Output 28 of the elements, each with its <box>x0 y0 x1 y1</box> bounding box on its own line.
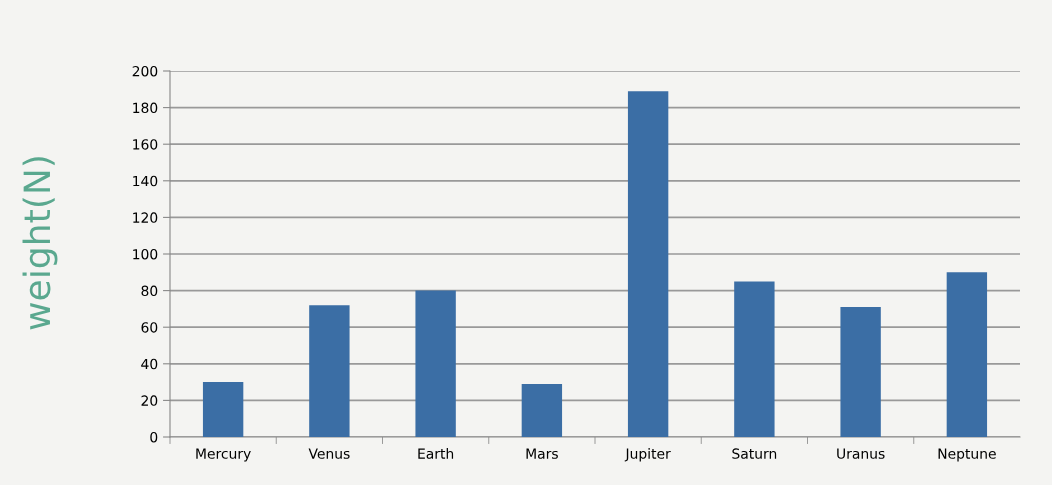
x-tick-label: Mars <box>526 448 558 459</box>
bar <box>521 383 563 437</box>
x-tick-label: Jupiter <box>624 448 671 462</box>
y-tick-label: 0 <box>150 431 158 443</box>
x-tick-label: Mercury <box>196 448 251 462</box>
y-tick-label: 160 <box>133 139 158 150</box>
x-tick-label: Earth <box>418 448 454 459</box>
bar <box>627 91 669 437</box>
y-tick-label: 140 <box>133 175 158 187</box>
bar <box>734 281 775 437</box>
x-tick-label: Saturn <box>732 448 777 459</box>
x-tick-label: Venus <box>308 448 350 459</box>
x-tick-label: Uranus <box>837 448 885 459</box>
y-tick-label: 40 <box>141 358 158 370</box>
y-tick-label: 200 <box>132 65 158 77</box>
y-tick-label: 80 <box>141 285 158 297</box>
y-tick-label: 60 <box>141 322 158 333</box>
y-tick-label: 120 <box>133 212 158 223</box>
y-axis-title: weight(N) <box>22 157 58 330</box>
bar <box>309 305 350 437</box>
x-tick-label: Neptune <box>938 448 996 462</box>
y-tick-label: 100 <box>133 248 158 260</box>
bar <box>946 272 988 437</box>
bar <box>415 290 456 437</box>
y-tick-label: 180 <box>133 102 158 114</box>
bar <box>202 382 244 437</box>
y-tick-label: 20 <box>141 395 158 406</box>
bar <box>840 307 881 437</box>
